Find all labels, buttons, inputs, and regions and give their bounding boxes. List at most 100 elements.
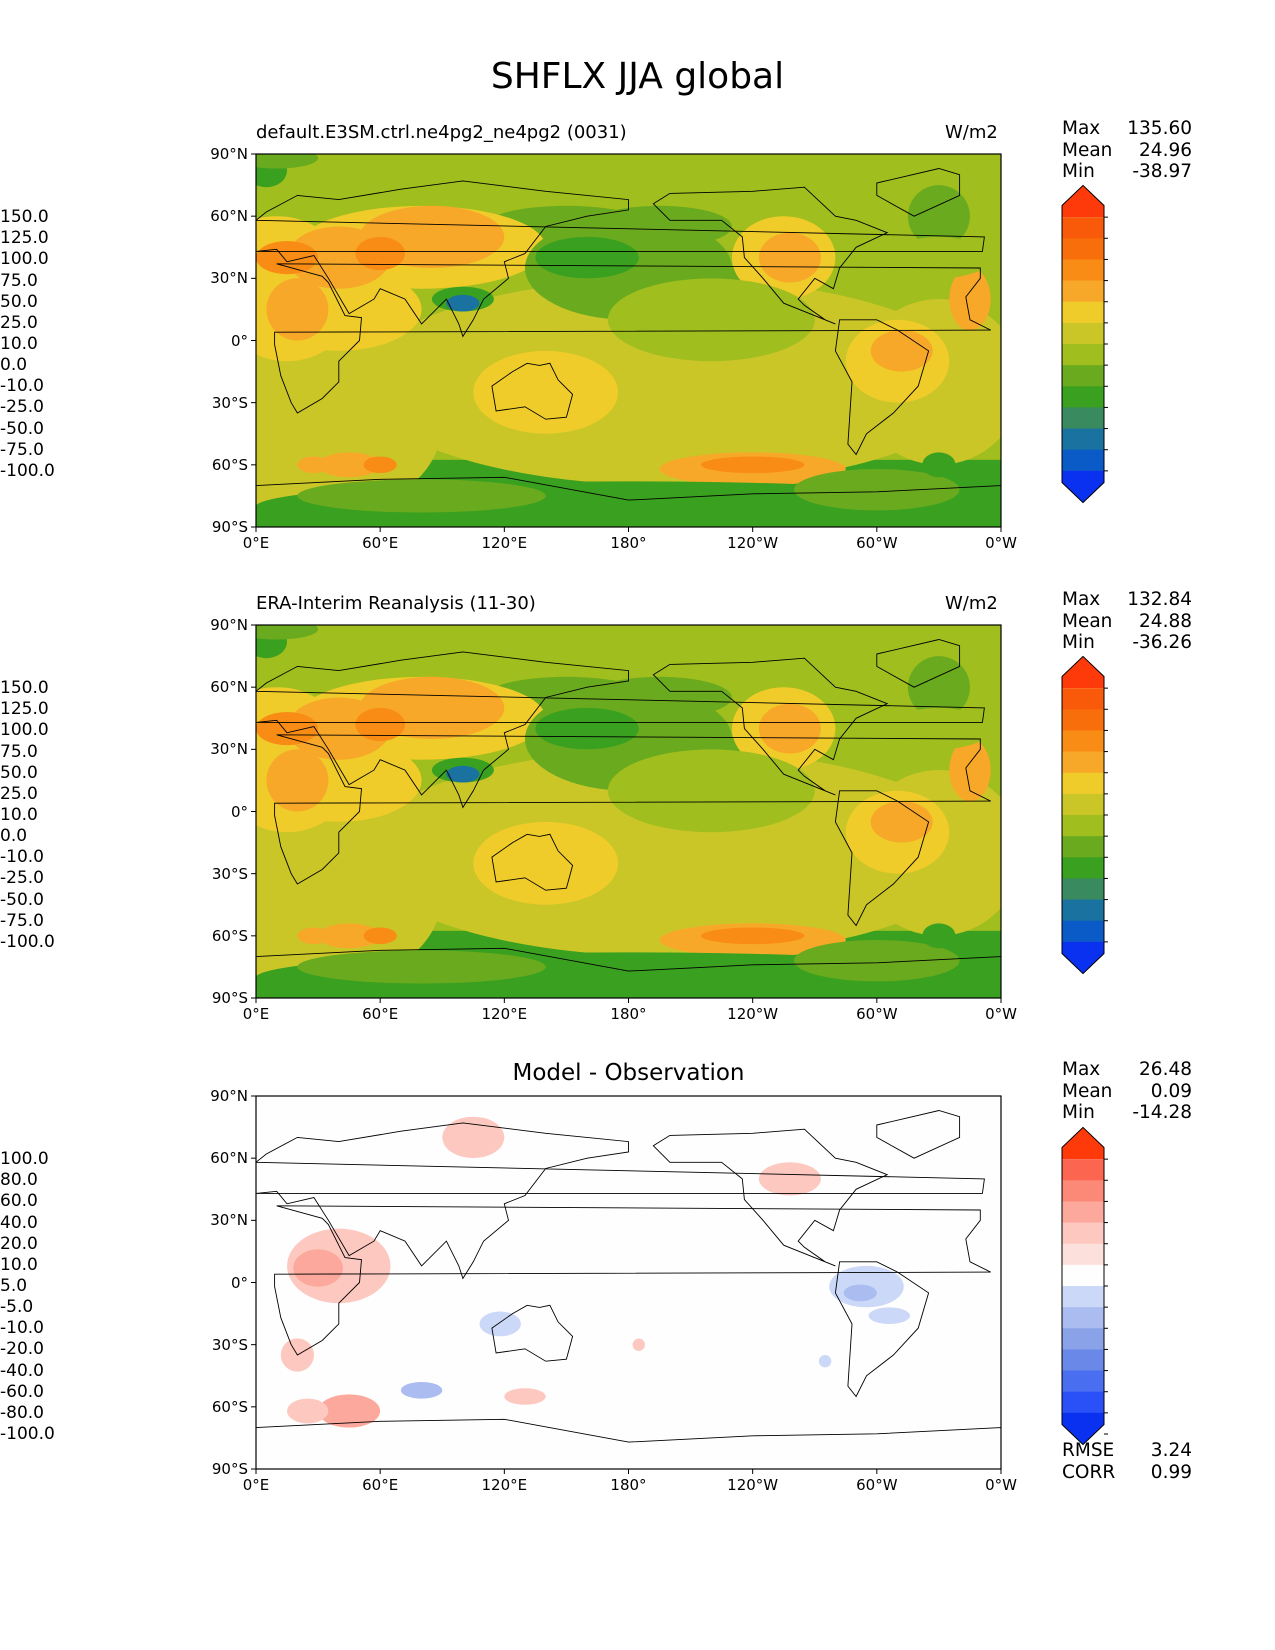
colorbar-label: -50.0 — [0, 889, 44, 910]
colorbar-label: 0.0 — [0, 355, 28, 376]
field-blob — [701, 927, 805, 945]
colorbar-segment — [1062, 857, 1104, 879]
x-tick-label: 0°W — [985, 1005, 1017, 1023]
y-tick-label: 30°N — [210, 269, 248, 288]
colorbar-segment — [1062, 1391, 1104, 1414]
colorbar-segment — [1062, 280, 1104, 303]
field-blob — [607, 749, 815, 833]
x-tick-label: 180° — [610, 1476, 647, 1494]
field-layer — [256, 1096, 1001, 1469]
colorbar-segment — [1062, 1222, 1104, 1245]
coastline-australia — [491, 362, 574, 420]
x-tick-label: 60°W — [856, 534, 898, 552]
x-tick-label: 180° — [610, 534, 647, 552]
field-blob — [442, 1116, 505, 1159]
colorbar-segment — [1062, 386, 1104, 408]
colorbar-label: 60.0 — [0, 1191, 38, 1212]
stat-max: 26.48 — [1139, 1059, 1192, 1080]
coastline-australia — [491, 1304, 574, 1362]
colorbar-segment — [1062, 772, 1104, 795]
field-blob — [479, 1311, 521, 1337]
field-blob — [632, 1338, 645, 1351]
field-blob — [870, 330, 933, 372]
colorbar-segment — [1062, 1307, 1104, 1329]
colorbar-label: -20.0 — [0, 1339, 44, 1360]
colorbar-segment — [1062, 815, 1104, 837]
colorbar-segment — [1062, 836, 1104, 858]
panel-units: W/m2 — [945, 122, 998, 143]
x-tick-label: 60°E — [362, 1476, 399, 1494]
y-tick-label: 30°N — [210, 740, 248, 759]
field-blob — [907, 185, 970, 248]
stat-label: Mean — [1062, 139, 1113, 161]
coastline-eurasia — [256, 180, 985, 338]
colorbar-segment — [1062, 899, 1104, 922]
colorbar-label: 50.0 — [0, 291, 38, 312]
figure-title: SHFLX JJA global — [490, 56, 785, 97]
x-tick-label: 120°W — [727, 1005, 779, 1023]
colorbar-label: -80.0 — [0, 1402, 44, 1423]
colorbar-label: 10.0 — [0, 334, 38, 354]
field-blob — [949, 739, 991, 802]
field-blob — [363, 456, 397, 474]
metric-corr: 0.99 — [1150, 1461, 1192, 1483]
stats-box: Max 26.48 Mean 0.09 Min -14.28 — [1062, 1059, 1192, 1124]
colorbar-label: 40.0 — [0, 1212, 38, 1233]
stat-min: -36.26 — [1132, 632, 1192, 653]
colorbar-segment — [1062, 1180, 1104, 1202]
field-blob — [256, 241, 318, 275]
colorbar-label: 75.0 — [0, 270, 38, 291]
colorbar-label: 5.0 — [0, 1276, 28, 1296]
stat-mean: 24.96 — [1139, 139, 1192, 161]
colorbar-segment — [1062, 428, 1104, 451]
colorbar-segment — [1062, 730, 1104, 753]
stat-label: Max — [1062, 589, 1101, 610]
colorbar-segment — [1062, 878, 1104, 901]
metric-label: RMSE — [1062, 1440, 1115, 1461]
field-blob — [587, 205, 732, 248]
stat-mean: 24.88 — [1139, 610, 1192, 632]
colorbar-label: -25.0 — [0, 868, 44, 889]
field-blob — [363, 927, 397, 945]
field-blob — [256, 154, 319, 169]
colorbar-segment — [1062, 793, 1104, 816]
stat-label: Mean — [1062, 610, 1113, 632]
coastline-samerica — [834, 1261, 930, 1398]
y-tick-label: 90°N — [210, 145, 248, 163]
x-tick-label: 0°E — [242, 534, 270, 552]
colorbar-segment — [1062, 344, 1104, 366]
colorbar-label: 80.0 — [0, 1170, 38, 1191]
metric-label: CORR — [1062, 1461, 1116, 1483]
coastlines — [256, 1110, 1001, 1469]
colorbar-label: -5.0 — [0, 1297, 34, 1318]
colorbar-label: 50.0 — [0, 762, 38, 783]
colorbar-segment — [1062, 238, 1104, 260]
field-blob — [535, 236, 639, 279]
field-blob — [256, 625, 319, 640]
x-tick-label: 60°W — [856, 1005, 898, 1023]
stat-max: 135.60 — [1127, 118, 1192, 139]
field-blob — [758, 1162, 821, 1196]
field-blob — [870, 801, 933, 843]
colorbar-segment — [1062, 1159, 1104, 1181]
stat-label: Mean — [1062, 1080, 1113, 1102]
coastline-africa — [274, 263, 991, 414]
field-blob — [473, 821, 619, 905]
colorbar-outline — [1061, 655, 1105, 975]
colorbar-segment — [1062, 322, 1104, 345]
colorbar-bottom-extend — [1062, 1412, 1104, 1445]
field-blob — [266, 278, 329, 341]
field-blob — [922, 923, 956, 949]
y-tick-label: 60°N — [210, 678, 248, 697]
metrics-box: RMSE 3.24 CORR 0.99 — [1062, 1440, 1192, 1483]
coastline-antarctica — [256, 947, 1001, 998]
y-tick-label: 30°S — [211, 1335, 248, 1354]
colorbar-segment — [1062, 301, 1104, 324]
y-tick-label: 0° — [230, 331, 248, 350]
colorbar-bottom-extend — [1062, 470, 1104, 503]
field-blob — [587, 676, 732, 719]
field-blob — [297, 479, 546, 513]
coastline-antarctica — [256, 1418, 1001, 1469]
x-tick-label: 0°W — [985, 534, 1017, 552]
y-tick-label: 60°S — [211, 926, 248, 945]
